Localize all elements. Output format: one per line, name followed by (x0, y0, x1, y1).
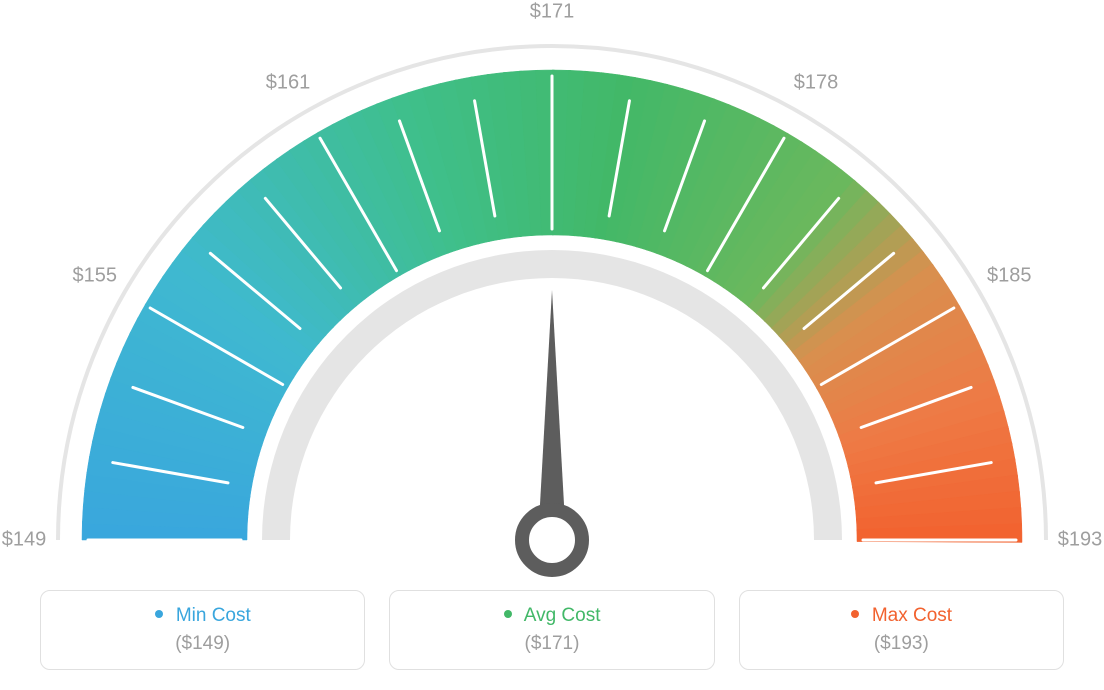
min-cost-label: Min Cost (176, 605, 251, 626)
min-dot-icon (155, 610, 163, 618)
max-cost-label: Max Cost (872, 605, 952, 626)
avg-cost-card: Avg Cost ($171) (389, 590, 714, 670)
summary-cards: Min Cost ($149) Avg Cost ($171) Max Cost… (40, 590, 1064, 670)
min-cost-card: Min Cost ($149) (40, 590, 365, 670)
gauge-svg (0, 0, 1104, 580)
gauge-tick-label: $155 (72, 265, 117, 288)
gauge-tick-label: $171 (530, 1, 575, 24)
avg-cost-value: ($171) (400, 633, 703, 655)
gauge-tick-label: $178 (794, 71, 839, 94)
min-cost-value: ($149) (51, 633, 354, 655)
max-cost-title: Max Cost (750, 605, 1053, 627)
max-cost-card: Max Cost ($193) (739, 590, 1064, 670)
avg-cost-label: Avg Cost (524, 605, 601, 626)
chart-wrap: $149 $155 $161 $171 $178 $185 $193 Min Cost ($… (0, 0, 1104, 690)
gauge-tick-label: $161 (266, 71, 311, 94)
gauge-tick-label: $149 (2, 529, 47, 552)
needle-hub (522, 510, 582, 570)
min-cost-title: Min Cost (51, 605, 354, 627)
max-dot-icon (851, 610, 859, 618)
gauge-tick-label: $193 (1058, 529, 1103, 552)
avg-dot-icon (504, 610, 512, 618)
avg-cost-title: Avg Cost (400, 605, 703, 627)
gauge-tick-label: $185 (987, 265, 1032, 288)
max-cost-value: ($193) (750, 633, 1053, 655)
gauge-needle (538, 290, 566, 540)
gauge-area: $149 $155 $161 $171 $178 $185 $193 (0, 0, 1104, 580)
